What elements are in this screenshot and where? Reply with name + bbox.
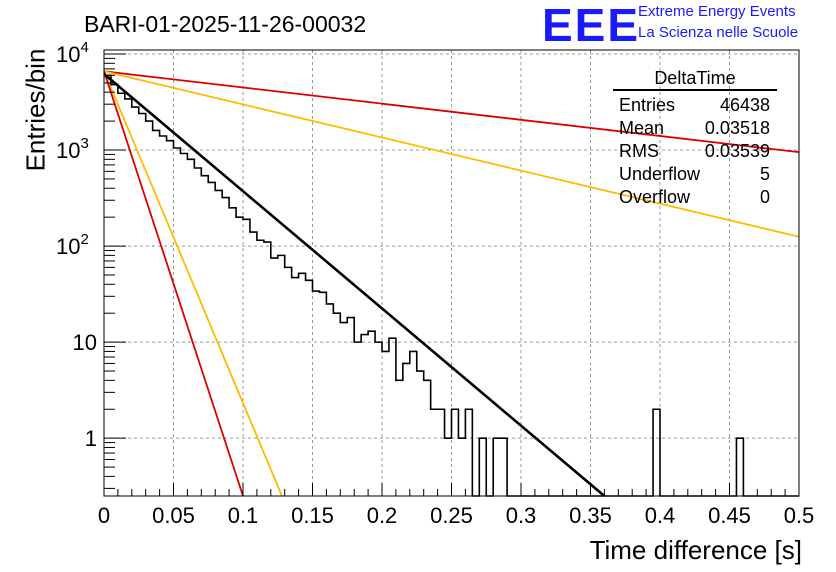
x-tick-label: 0.2 <box>367 503 398 528</box>
y-axis-title: Entries/bin <box>20 48 51 172</box>
fit-curves <box>103 70 800 497</box>
stats-box: DeltaTime Entries 46438 Mean 0.03518 RMS… <box>610 68 780 209</box>
eee-logo: EEE <box>542 0 641 51</box>
x-tick-label: 0.25 <box>430 503 473 528</box>
fit-line-red-slow <box>103 70 800 154</box>
fit-line-yellow-slow <box>103 70 800 238</box>
axes: 0 0.05 0.1 0.15 0.2 0.25 0.3 0.35 0.4 0.45 0.5 1 10 1… <box>56 39 814 528</box>
fit-line-yellow-fast <box>103 70 283 497</box>
x-tick-label: 0.3 <box>506 503 537 528</box>
stats-label: Underflow <box>619 164 701 184</box>
fit-line-red-fast <box>103 71 244 497</box>
x-tick-label: 0.05 <box>152 503 195 528</box>
stats-value: 0 <box>759 187 770 207</box>
stats-row-rms: RMS 0.03539 <box>610 140 780 163</box>
y-tick-label: 10 <box>73 330 97 355</box>
y-tick-label: 1 <box>85 426 97 451</box>
y-tick-label: 103 <box>56 135 89 163</box>
stats-label: Mean <box>619 118 665 138</box>
logo-line-1: Extreme Energy Events <box>638 3 796 20</box>
run-title: BARI-01-2025-11-26-00032 <box>84 11 367 37</box>
stats-row-overflow: Overflow 0 <box>610 186 780 209</box>
x-tick-label: 0.45 <box>708 503 751 528</box>
stats-label: Overflow <box>619 187 691 207</box>
stats-title: DeltaTime <box>613 68 777 91</box>
x-tick-label: 0.1 <box>228 503 259 528</box>
fit-curve-main <box>103 72 606 497</box>
x-tick-label: 0.4 <box>645 503 676 528</box>
stats-label: Entries <box>619 95 676 115</box>
y-tick-label: 102 <box>56 231 89 259</box>
stats-row-underflow: Underflow 5 <box>610 163 780 186</box>
x-axis-title: Time difference [s] <box>589 535 802 565</box>
x-tick-label: 0 <box>98 503 110 528</box>
y-tick-label: 104 <box>56 39 89 67</box>
stats-row-entries: Entries 46438 <box>610 94 780 117</box>
grid-lines <box>104 50 799 496</box>
stats-row-mean: Mean 0.03518 <box>610 117 780 140</box>
x-tick-label: 0.35 <box>569 503 612 528</box>
stats-value: 46438 <box>719 95 770 115</box>
logo-line-2: La Scienza nelle Scuole <box>638 24 799 41</box>
stats-label: RMS <box>619 141 659 161</box>
x-tick-label: 0.15 <box>291 503 334 528</box>
stats-value: 5 <box>759 164 770 184</box>
stats-value: 0.03539 <box>704 141 770 161</box>
fit-line-fit <box>103 72 606 497</box>
x-tick-label: 0.5 <box>784 503 815 528</box>
stats-value: 0.03518 <box>704 118 770 138</box>
